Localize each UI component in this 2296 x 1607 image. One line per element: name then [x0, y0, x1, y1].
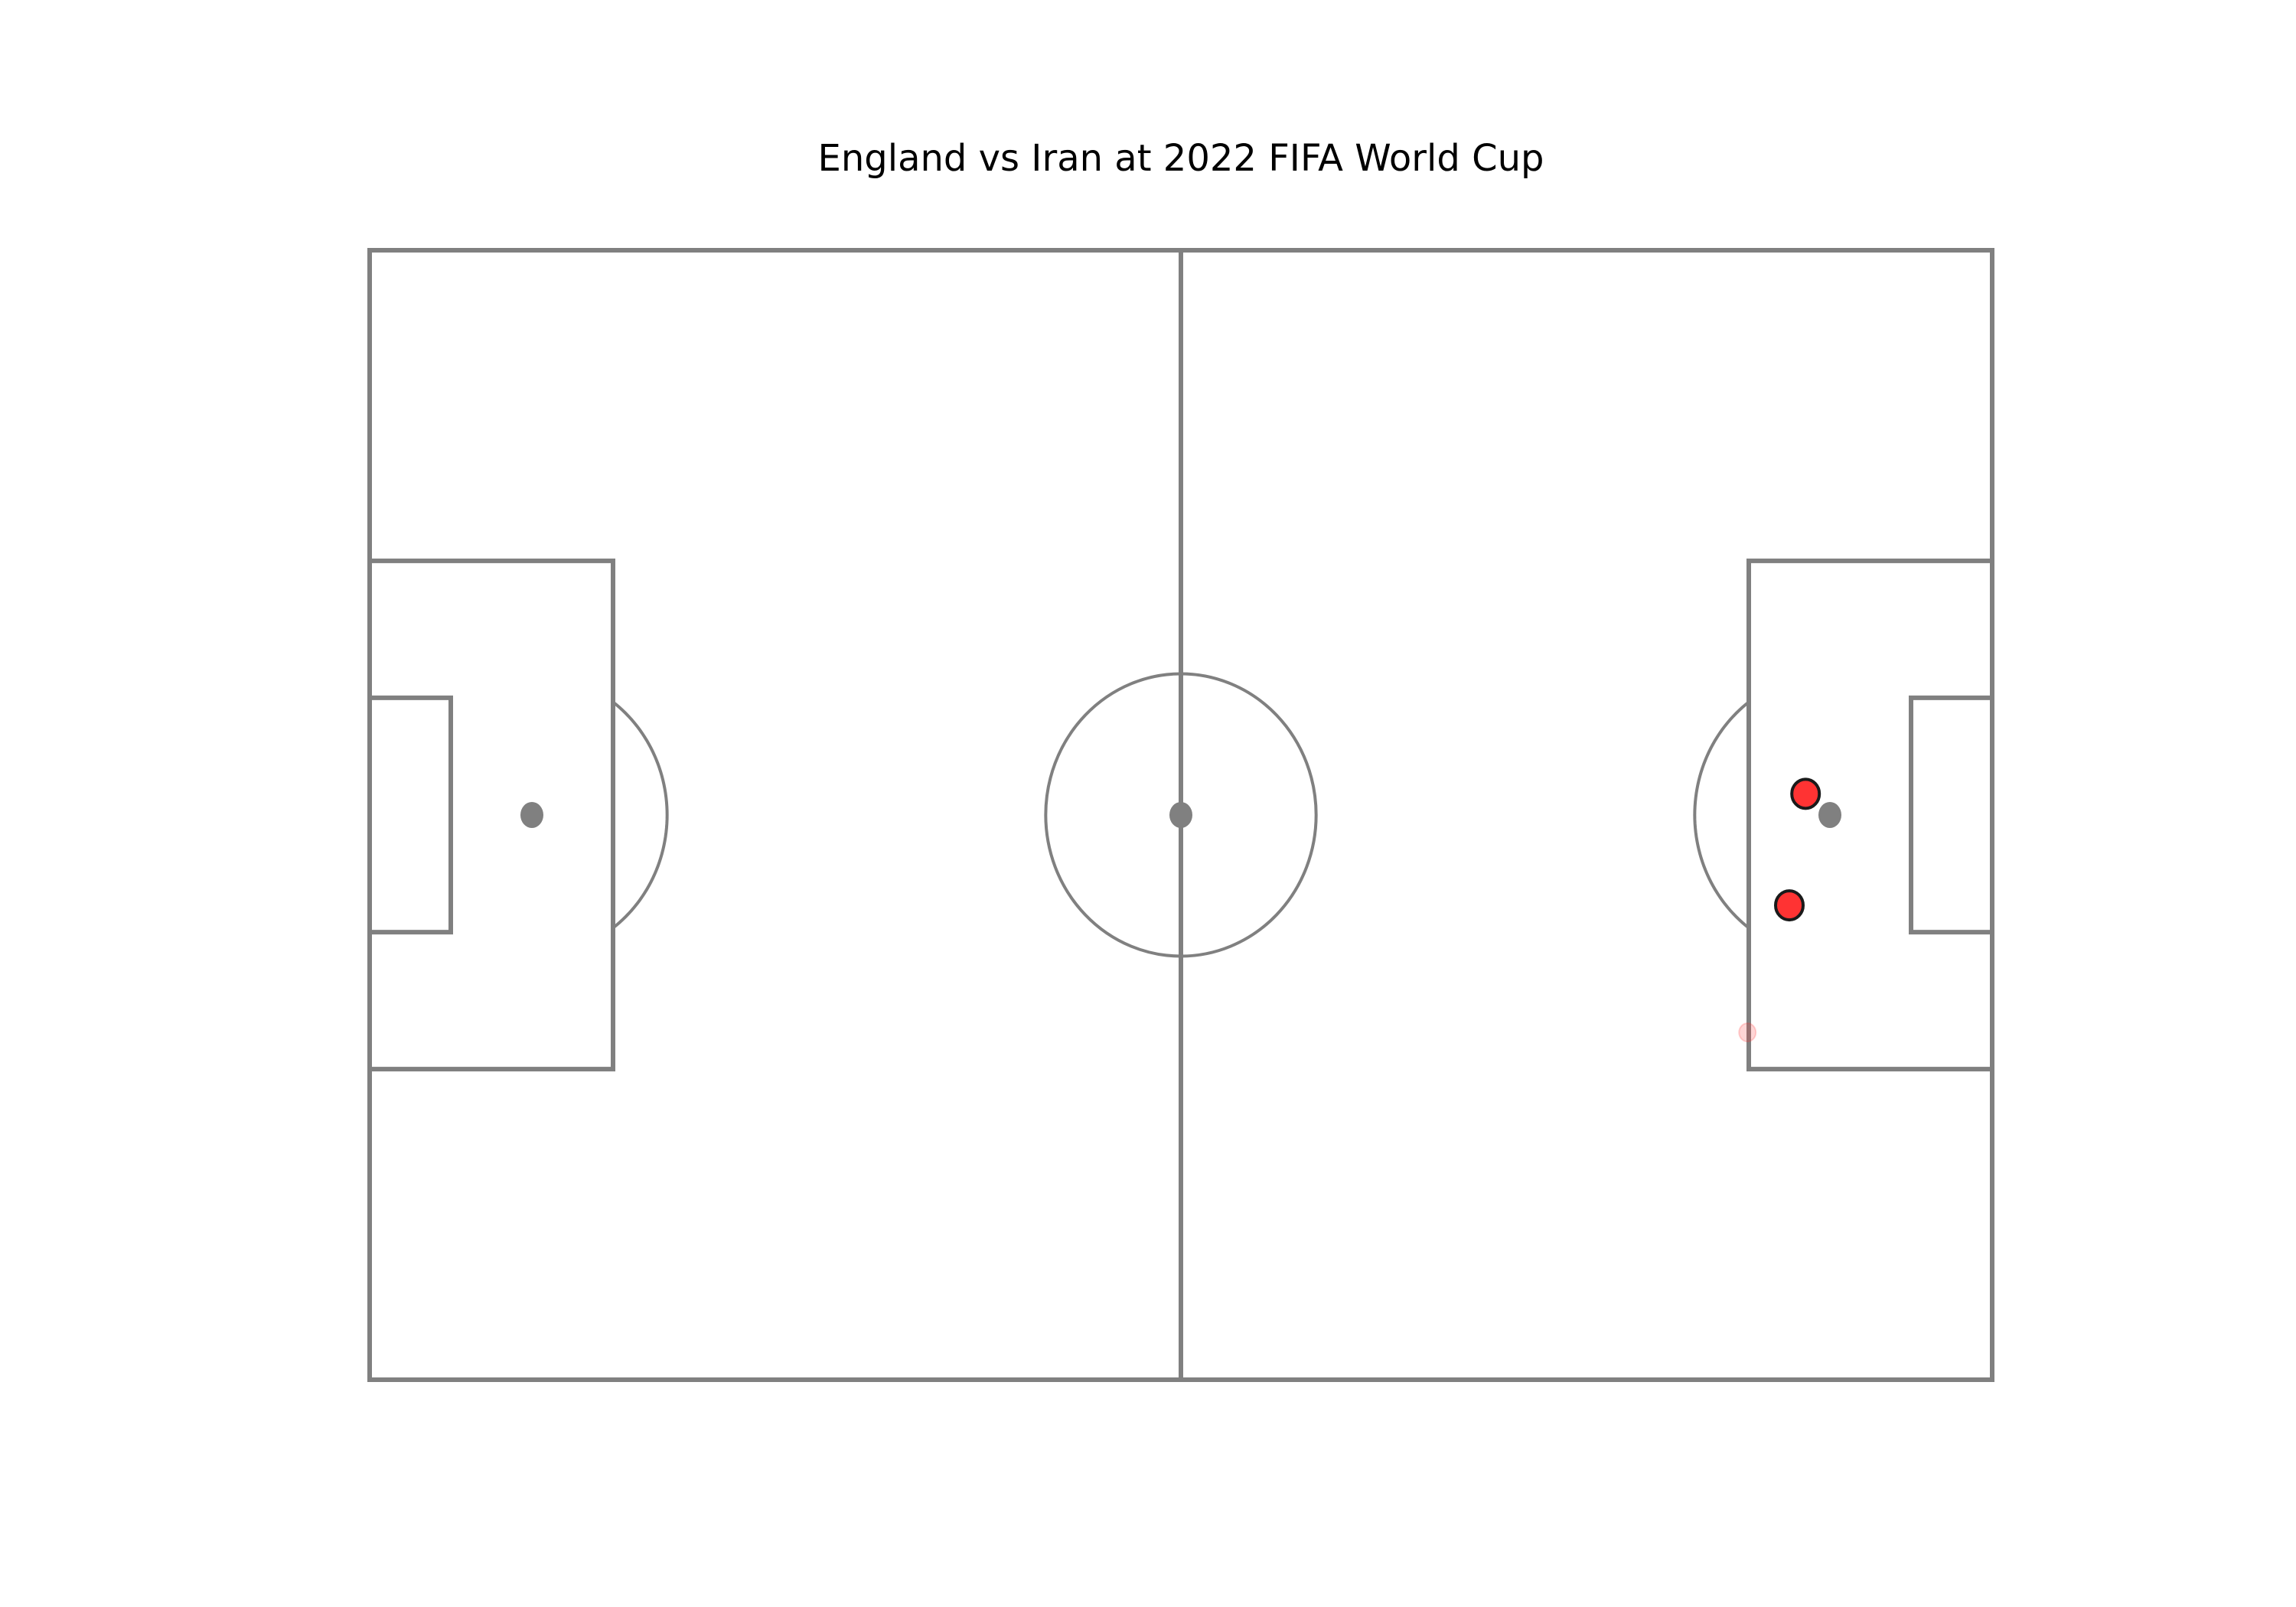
left-penalty-spot — [520, 802, 543, 828]
chart-title: England vs Iran at 2022 FIFA World Cup — [818, 137, 1544, 180]
shot-marker-3 — [1738, 1022, 1757, 1043]
right-six-yard-box — [1909, 695, 1994, 935]
centre-circle — [1044, 672, 1318, 958]
football-pitch — [367, 248, 1994, 1382]
shot-marker-1 — [1790, 777, 1821, 810]
right-penalty-spot — [1818, 802, 1841, 828]
left-penalty-arc — [612, 700, 669, 930]
left-six-yard-box — [367, 695, 453, 935]
shot-markers — [1738, 777, 1821, 1043]
right-penalty-arc — [1693, 700, 1750, 930]
shot-marker-2 — [1774, 889, 1805, 922]
centre-spot — [1169, 802, 1192, 828]
